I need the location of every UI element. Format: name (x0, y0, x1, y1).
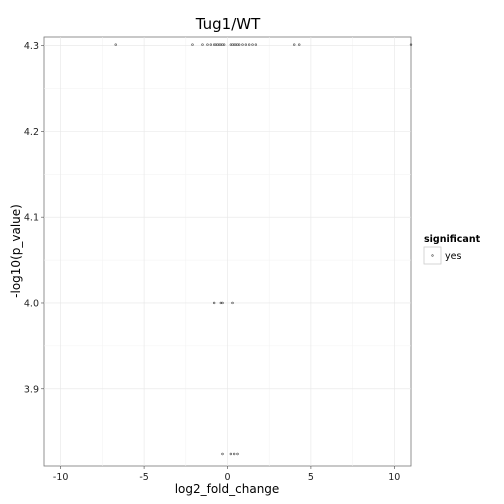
legend: significant yes (424, 234, 481, 264)
y-tick-label: 4.2 (24, 127, 39, 138)
y-tick-label: 4.1 (24, 213, 39, 224)
legend-title: significant (424, 234, 481, 245)
chart-title: Tug1/WT (195, 15, 261, 33)
y-axis: 3.9 4.0 4.1 4.2 4.3 (24, 41, 44, 395)
x-axis: -10 -5 0 5 10 (53, 466, 400, 483)
y-tick-label: 4.3 (24, 41, 39, 52)
x-axis-title: log2_fold_change (175, 482, 280, 496)
y-tick-label: 4.0 (24, 298, 39, 309)
y-tick-label: 3.9 (24, 384, 39, 395)
y-axis-title: -log10(p_value) (9, 204, 23, 298)
x-tick-label: 10 (388, 472, 400, 483)
x-tick-label: -10 (53, 472, 69, 483)
x-tick-label: -5 (139, 472, 148, 483)
legend-label-yes: yes (445, 251, 461, 262)
x-tick-label: 5 (308, 472, 314, 483)
legend-key (424, 247, 441, 264)
